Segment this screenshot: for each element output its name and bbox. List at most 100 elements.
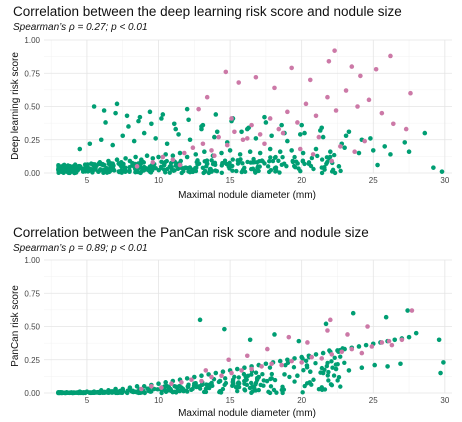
data-point: [235, 380, 241, 386]
data-point: [388, 53, 393, 59]
data-point: [156, 381, 161, 386]
data-point: [63, 164, 68, 169]
data-point: [250, 384, 255, 389]
y-tick-label: 0.25: [24, 136, 40, 145]
data-point: [229, 116, 234, 121]
data-point: [201, 170, 206, 176]
data-point: [236, 80, 241, 85]
data-point: [315, 153, 320, 159]
data-point: [169, 381, 174, 386]
data-point: [332, 152, 337, 158]
data-point: [245, 159, 250, 165]
data-point: [101, 108, 107, 113]
data-point: [212, 134, 217, 140]
data-point: [235, 388, 240, 394]
data-point: [269, 133, 274, 139]
data-point: [366, 97, 372, 103]
y-tick-label: 0.00: [24, 169, 40, 178]
data-point: [291, 365, 297, 370]
data-point: [272, 85, 277, 91]
data-point: [173, 126, 179, 132]
data-point: [161, 162, 167, 168]
data-point: [398, 361, 403, 367]
y-tick-label: 0.75: [24, 289, 40, 298]
data-point: [413, 330, 419, 336]
data-point: [77, 389, 83, 394]
data-point: [267, 159, 272, 164]
data-point: [213, 370, 219, 376]
data-point: [349, 346, 355, 352]
data-point: [303, 101, 309, 107]
data-point: [203, 389, 209, 395]
data-point: [285, 357, 290, 363]
data-point: [150, 160, 156, 165]
data-point: [264, 378, 270, 384]
data-point: [134, 164, 140, 169]
data-point: [249, 122, 254, 128]
data-point: [293, 165, 298, 170]
data-point: [328, 382, 334, 387]
data-point: [163, 170, 168, 175]
data-point: [239, 368, 244, 373]
data-point: [320, 134, 326, 140]
data-point: [184, 388, 189, 393]
data-point: [272, 377, 278, 383]
data-point: [190, 145, 196, 151]
data-point: [117, 390, 122, 395]
data-point: [276, 158, 281, 164]
data-point: [121, 167, 127, 173]
data-point: [126, 124, 131, 129]
data-point: [91, 389, 97, 394]
x-tick-label: 10: [154, 396, 163, 405]
data-point: [202, 149, 207, 155]
data-point: [282, 372, 287, 377]
data-point: [184, 154, 190, 160]
data-point: [177, 388, 183, 394]
data-point: [289, 358, 294, 364]
data-point: [309, 155, 315, 161]
data-point: [186, 169, 191, 174]
data-point: [379, 110, 385, 116]
data-point: [219, 163, 224, 168]
data-point: [301, 368, 306, 373]
data-point: [370, 148, 376, 153]
data-point: [226, 164, 231, 169]
plot-area: 0.00 0.25 0.50 0.75 1.00 5 10 15 20 25 30: [24, 256, 452, 405]
data-point: [134, 384, 140, 389]
data-point: [343, 88, 349, 93]
data-point: [107, 169, 112, 175]
data-point: [262, 141, 267, 147]
data-point: [244, 126, 250, 132]
data-point: [239, 129, 244, 135]
panel-pancan: Correlation between the PanCan risk scor…: [10, 225, 452, 419]
data-point: [263, 361, 269, 367]
data-point: [192, 381, 197, 386]
data-point: [163, 380, 168, 385]
data-point: [333, 108, 339, 113]
data-point: [274, 390, 279, 395]
data-point: [356, 150, 362, 156]
data-point: [325, 360, 330, 366]
data-point: [84, 162, 90, 168]
data-point: [224, 142, 230, 148]
data-point: [250, 166, 256, 171]
data-point: [369, 344, 375, 349]
data-point: [147, 109, 153, 115]
data-point: [236, 384, 242, 390]
data-point: [127, 158, 133, 164]
data-point: [124, 390, 129, 395]
data-point: [313, 146, 319, 152]
data-point: [242, 381, 247, 386]
data-point: [147, 166, 152, 171]
data-point: [244, 136, 250, 141]
data-point: [283, 362, 288, 368]
data-point: [290, 159, 296, 165]
data-point: [268, 384, 274, 389]
data-point: [149, 384, 154, 389]
x-tick-label: 10: [154, 176, 163, 185]
data-point: [279, 122, 284, 128]
data-point: [209, 148, 214, 153]
data-point: [153, 136, 158, 141]
data-point: [280, 155, 285, 160]
data-point: [338, 354, 343, 359]
